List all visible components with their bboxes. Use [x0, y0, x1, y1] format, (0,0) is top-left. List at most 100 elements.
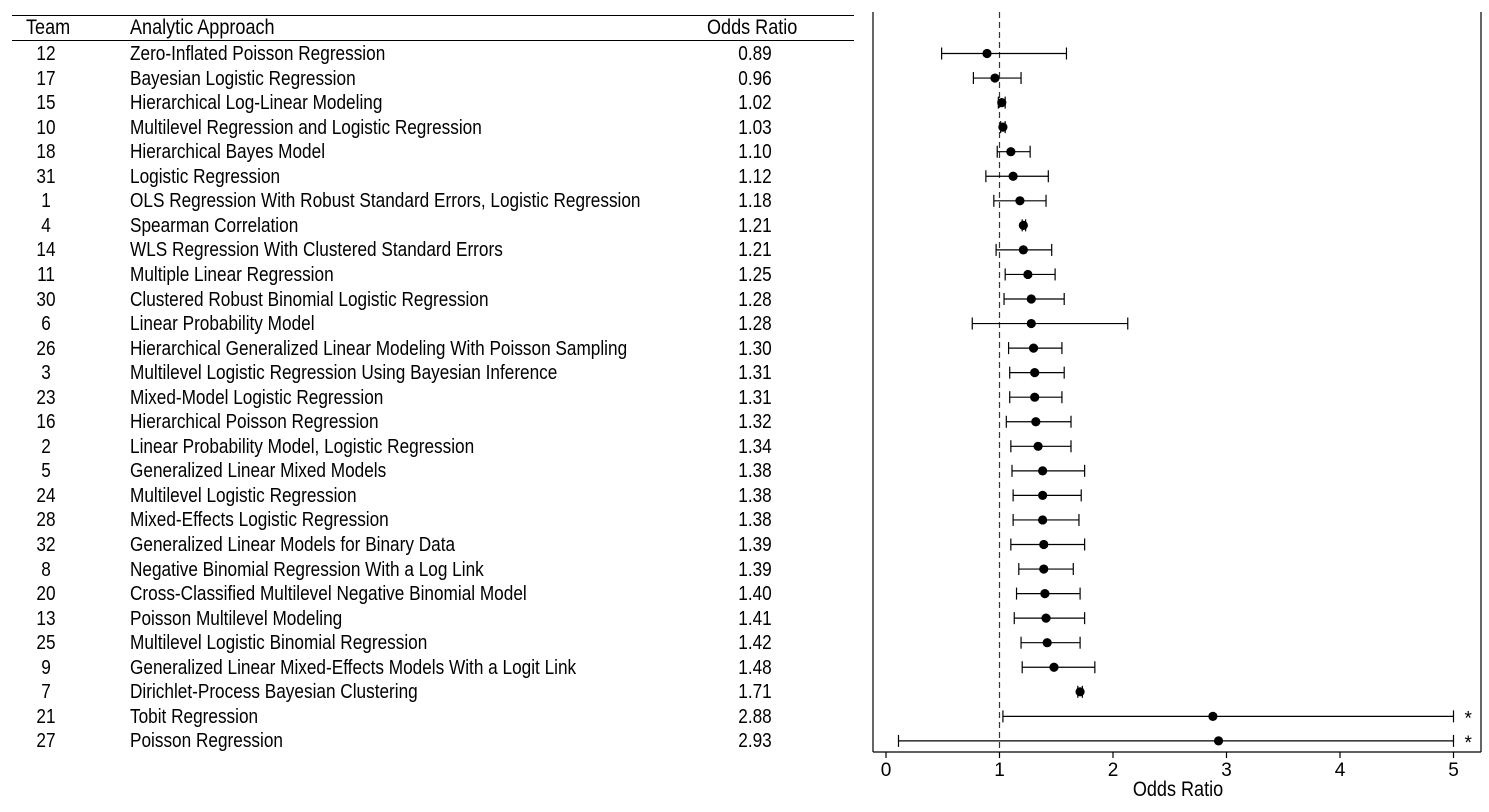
odds-ratio-point [1008, 171, 1018, 181]
approach-cell: Mixed-Effects Logistic Regression [130, 509, 389, 532]
approach-cell: Bayesian Logistic Regression [130, 67, 356, 90]
truncation-marker: * [1465, 708, 1473, 729]
odds-ratio-point [990, 73, 1000, 83]
team-cell: 3 [41, 362, 51, 385]
x-tick-label: 1 [994, 760, 1005, 781]
odds-ratio-cell: 1.38 [738, 460, 772, 483]
odds-ratio-point [998, 122, 1008, 132]
team-cell: 24 [36, 484, 56, 507]
odds-ratio-cell: 1.39 [738, 558, 772, 581]
approach-cell: Clustered Robust Binomial Logistic Regre… [130, 288, 489, 311]
team-cell: 32 [36, 534, 56, 556]
x-tick-label: 5 [1448, 760, 1459, 781]
odds-ratio-cell: 1.31 [738, 386, 772, 409]
odds-ratio-point [1026, 318, 1036, 329]
odds-ratio-point [1038, 515, 1048, 525]
approach-cell: Hierarchical Log-Linear Modeling [130, 92, 383, 115]
table-row: 24 Multilevel Logistic Regression 1.38 [0, 484, 860, 509]
team-cell: 5 [41, 460, 51, 483]
truncation-marker: * [1465, 733, 1473, 754]
odds-ratio-cell: 1.10 [738, 141, 772, 164]
odds-ratio-cell: 1.28 [738, 313, 772, 336]
approach-cell: Poisson Regression [130, 730, 283, 753]
approach-cell: Generalized Linear Models for Binary Dat… [130, 534, 456, 556]
team-cell: 26 [36, 337, 56, 360]
odds-ratio-cell: 1.21 [738, 214, 772, 237]
odds-ratio-cell: 1.71 [738, 681, 772, 704]
team-cell: 20 [36, 583, 56, 606]
odds-ratio-point [982, 48, 992, 59]
team-cell: 25 [36, 632, 56, 655]
team-cell: 31 [36, 165, 56, 188]
table-row: 16 Hierarchical Poisson Regression 1.32 [0, 410, 860, 435]
odds-ratio-point [1039, 564, 1049, 574]
odds-ratio-cell: 1.21 [738, 239, 772, 262]
approach-cell: Cross-Classified Multilevel Negative Bin… [130, 583, 527, 606]
table-row: 31 Logistic Regression 1.12 [0, 165, 860, 190]
odds-ratio-point [1018, 220, 1028, 230]
odds-ratio-point [1039, 539, 1049, 550]
table-row: 2 Linear Probability Model, Logistic Regr… [0, 435, 860, 460]
odds-ratio-cell: 1.41 [738, 607, 772, 630]
table-row: 12 Zero-Inflated Poisson Regression 0.89 [0, 42, 860, 67]
table-row: 14 WLS Regression With Clustered Standard… [0, 238, 860, 263]
odds-ratio-cell: 1.03 [738, 116, 772, 139]
approach-cell: Generalized Linear Mixed Models [130, 460, 387, 483]
odds-ratio-cell: 1.48 [738, 656, 772, 679]
odds-ratio-point [1026, 294, 1036, 304]
team-cell: 12 [36, 43, 56, 65]
team-column-header: Team [26, 16, 71, 39]
team-cell: 13 [36, 607, 56, 630]
team-cell: 16 [36, 411, 56, 434]
odds-ratio-cell: 1.25 [738, 263, 772, 286]
approach-cell: Tobit Regression [130, 705, 259, 728]
approach-cell: Hierarchical Generalized Linear Modeling… [130, 337, 628, 360]
table-row: 26 Hierarchical Generalized Linear Modeli… [0, 337, 860, 362]
table-row: 18 Hierarchical Bayes Model 1.10 [0, 140, 860, 165]
table-row: 23 Mixed-Model Logistic Regression 1.31 [0, 386, 860, 411]
odds-ratio-point [1208, 711, 1218, 721]
odds-ratio-point [1030, 368, 1040, 378]
odds-ratio-cell: 2.93 [738, 730, 772, 753]
team-cell: 8 [41, 558, 51, 581]
table-row: 20 Cross-Classified Multilevel Negative B… [0, 582, 860, 607]
odds-ratio-point [1075, 687, 1085, 697]
team-cell: 30 [36, 288, 56, 311]
odds-ratio-point [1031, 417, 1041, 427]
odds-ratio-point [1006, 147, 1016, 157]
odds-ratio-point [1049, 662, 1059, 672]
odds-ratio-cell: 1.32 [738, 411, 772, 434]
table-row: 3 Multilevel Logistic Regression Using Ba… [0, 361, 860, 386]
odds-ratio-point [1033, 441, 1043, 451]
approach-cell: Multilevel Regression and Logistic Regre… [130, 116, 482, 139]
team-cell: 18 [36, 141, 56, 164]
table-row: 27 Poisson Regression 2.93 [0, 729, 860, 754]
table-row: 11 Multiple Linear Regression 1.25 [0, 263, 860, 288]
table-header-rule [12, 40, 854, 41]
approach-cell: Hierarchical Bayes Model [130, 141, 326, 164]
team-cell: 1 [41, 190, 51, 213]
table-row: 8 Negative Binomial Regression With a Log… [0, 558, 860, 583]
approach-cell: OLS Regression With Robust Standard Erro… [130, 190, 641, 213]
approach-cell: Hierarchical Poisson Regression [130, 411, 379, 434]
approach-cell: Dirichlet-Process Bayesian Clustering [130, 681, 418, 704]
odds-ratio-cell: 0.89 [738, 43, 772, 65]
team-cell: 23 [36, 386, 56, 409]
odds-ratio-cell: 1.12 [738, 165, 772, 188]
approach-cell: WLS Regression With Clustered Standard E… [130, 239, 503, 262]
table-row: 25 Multilevel Logistic Binomial Regressio… [0, 631, 860, 656]
odds-ratio-cell: 1.38 [738, 484, 772, 507]
table-row: 10 Multilevel Regression and Logistic Reg… [0, 116, 860, 141]
odds-ratio-cell: 1.42 [738, 632, 772, 655]
team-cell: 11 [37, 263, 55, 286]
odds-ratio-cell: 1.40 [738, 583, 772, 606]
odds-ratio-cell: 1.02 [738, 92, 772, 115]
odds-ratio-point [1023, 269, 1033, 280]
odds-ratio-point [997, 98, 1007, 108]
approach-cell: Poisson Multilevel Modeling [130, 607, 343, 630]
odds-ratio-cell: 1.30 [738, 337, 772, 360]
odds-ratio-point [1038, 490, 1048, 500]
team-cell: 21 [36, 705, 56, 728]
x-tick-label: 4 [1335, 760, 1346, 781]
approach-cell: Mixed-Model Logistic Regression [130, 386, 384, 409]
